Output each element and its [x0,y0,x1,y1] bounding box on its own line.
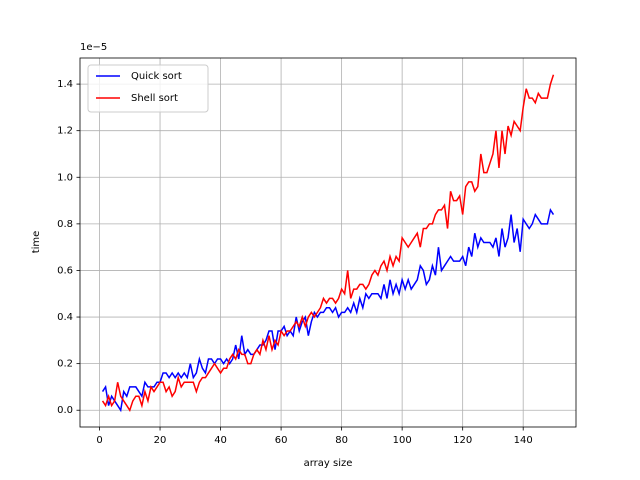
x-axis-label: array size [304,458,353,469]
x-tick-label: 40 [214,435,227,446]
x-tick-label: 20 [154,435,167,446]
legend: Quick sort Shell sort [87,64,209,113]
y-tick-label: 0.0 [57,405,73,416]
y-tick-label: 0.2 [57,359,73,370]
y-tick-label: 0.6 [57,265,73,276]
legend-label: Quick sort [131,71,182,82]
y-tick-label: 1.4 [57,79,73,90]
legend-label: Shell sort [131,93,178,104]
plot-frame [79,57,577,428]
x-tick-label: 80 [335,435,348,446]
series-line [101,74,555,412]
x-tick-label: 100 [393,435,412,446]
x-tick-label: 60 [275,435,288,446]
y-tick-label: 0.4 [57,312,73,323]
series-line [101,207,555,413]
y-axis-label: time [31,231,42,254]
x-tick-label: 0 [96,435,102,446]
y-tick-label: 1.2 [57,126,73,137]
offset-label: 1e−5 [80,42,107,53]
y-tick-label: 0.8 [57,219,73,230]
x-tick-label: 140 [514,435,533,446]
x-tick-label: 120 [453,435,472,446]
y-tick-label: 1.0 [57,172,73,183]
